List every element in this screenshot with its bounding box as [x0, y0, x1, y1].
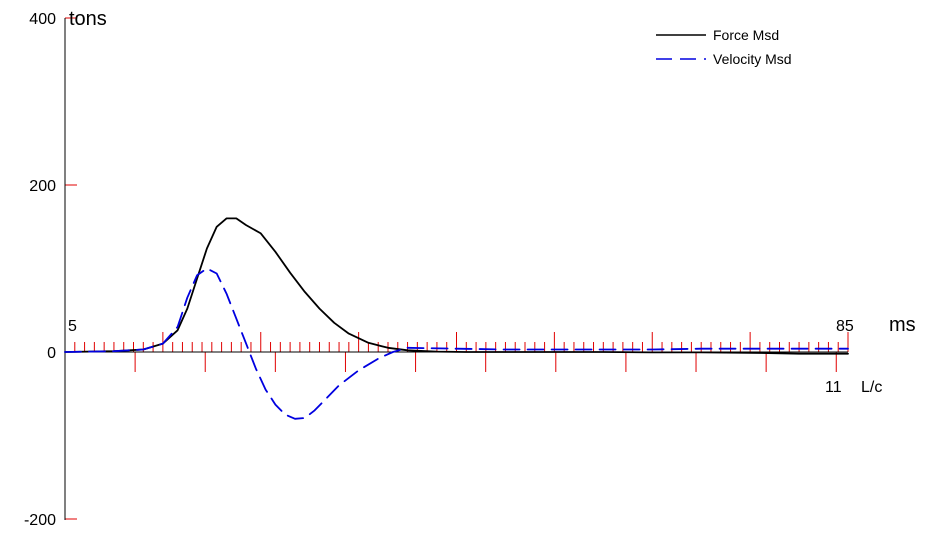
legend-force-label: Force Msd [713, 27, 779, 43]
x-start-label: 5 [68, 318, 77, 335]
force-series-line [64, 217, 849, 355]
velocity-series-line [64, 267, 849, 420]
x-axis-unit-label: ms [889, 314, 916, 336]
y-tick-label: -200 [24, 512, 56, 529]
legend-velocity-label: Velocity Msd [713, 51, 792, 67]
legend: Force Msd Velocity Msd [656, 27, 792, 67]
y-tick-label: 200 [29, 178, 56, 195]
x-end-label: 85 [836, 318, 854, 335]
lc-unit-label: L/c [861, 379, 882, 396]
y-tick-label: 0 [47, 345, 56, 362]
lc-end-label: 11 [825, 379, 842, 396]
y-axis-unit-label: tons [69, 8, 107, 30]
series-layer [64, 217, 849, 420]
y-tick-group: 400 200 0 -200 [24, 11, 77, 529]
y-tick-label: 400 [29, 11, 56, 28]
lc-tick-group [134, 352, 837, 372]
